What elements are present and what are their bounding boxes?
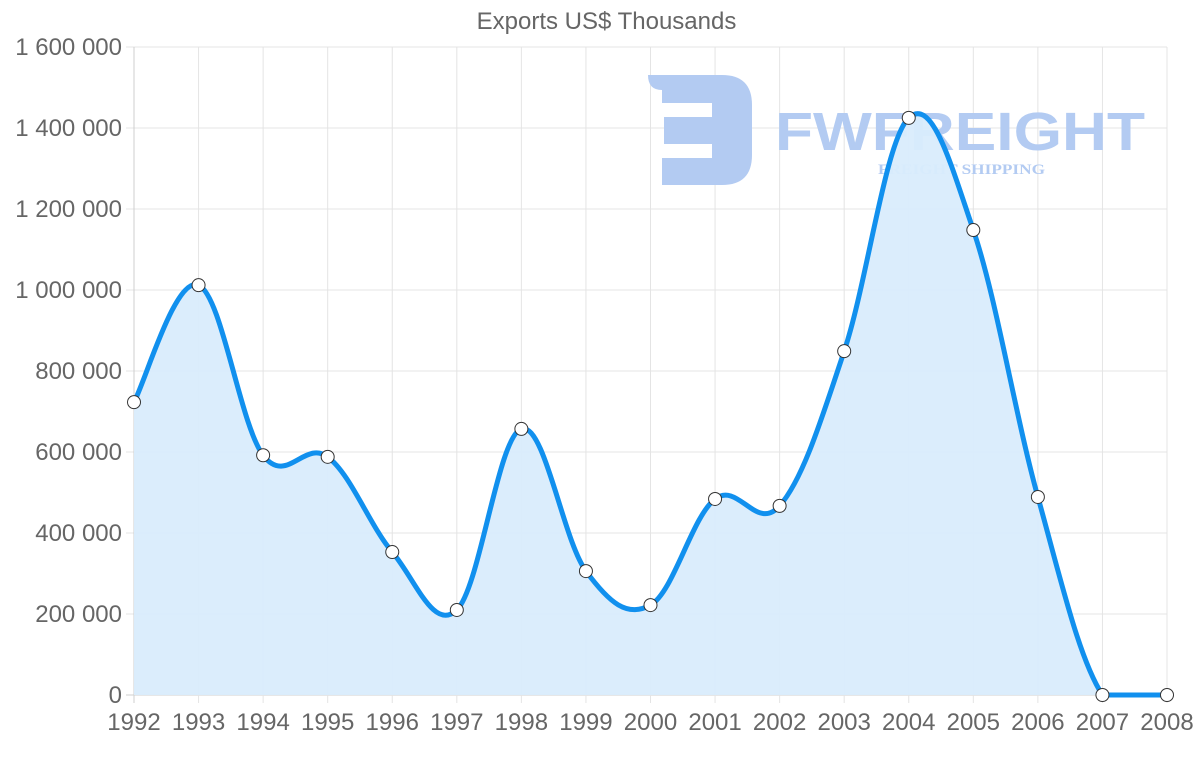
data-point-1995[interactable] — [320, 449, 335, 464]
data-point-2007[interactable] — [1095, 688, 1110, 702]
data-point-1994[interactable] — [256, 448, 271, 463]
x-tick-label: 1995 — [301, 709, 354, 736]
x-tick-label: 1999 — [559, 709, 612, 736]
x-tick-label: 1997 — [430, 709, 483, 736]
x-tick-label: 2000 — [624, 709, 677, 736]
data-point-2000[interactable] — [643, 598, 658, 613]
watermark-logo: FWFREIGHT FREIGHT SHIPPING — [648, 75, 1145, 185]
y-tick-label: 800 000 — [35, 358, 122, 385]
data-point-1997[interactable] — [449, 602, 464, 617]
data-point-2006[interactable] — [1030, 489, 1045, 504]
x-tick-label: 1998 — [495, 709, 548, 736]
x-tick-label: 1993 — [172, 709, 225, 736]
x-tick-label: 1992 — [107, 709, 160, 736]
x-tick-label: 1994 — [236, 709, 289, 736]
area-fill — [134, 113, 1167, 695]
chart-title: Exports US$ Thousands — [476, 8, 737, 35]
data-point-2002[interactable] — [772, 498, 787, 513]
y-tick-label: 200 000 — [35, 601, 122, 628]
data-points — [127, 110, 1174, 702]
x-tick-label: 2005 — [947, 709, 1000, 736]
data-point-2003[interactable] — [837, 344, 852, 359]
y-tick-label: 1 000 000 — [15, 277, 122, 304]
y-tick-label: 1 200 000 — [15, 196, 122, 223]
x-tick-label: 2001 — [688, 709, 741, 736]
y-tick-label: 600 000 — [35, 439, 122, 466]
data-point-1999[interactable] — [578, 564, 593, 579]
y-tick-label: 1 400 000 — [15, 115, 122, 142]
x-tick-label: 2003 — [817, 709, 870, 736]
data-point-2001[interactable] — [708, 491, 723, 506]
data-point-1998[interactable] — [514, 421, 529, 436]
data-point-2004[interactable] — [901, 110, 916, 125]
x-tick-label: 2004 — [882, 709, 935, 736]
y-tick-label: 1 600 000 — [15, 34, 122, 61]
data-point-2005[interactable] — [966, 223, 981, 238]
data-point-1996[interactable] — [385, 545, 400, 560]
y-tick-label: 0 — [109, 682, 122, 709]
x-tick-label: 2008 — [1140, 709, 1193, 736]
watermark-logo-icon — [648, 75, 752, 185]
data-point-1993[interactable] — [191, 278, 206, 293]
data-point-2008[interactable] — [1160, 688, 1174, 702]
x-tick-label: 1996 — [366, 709, 419, 736]
y-tick-label: 400 000 — [35, 520, 122, 547]
data-point-1992[interactable] — [127, 395, 141, 410]
watermark-brand: FWFREIGHT — [775, 102, 1145, 162]
x-tick-label: 2007 — [1076, 709, 1129, 736]
x-tick-label: 2002 — [753, 709, 806, 736]
data-line — [131, 111, 1167, 698]
axes: 0 200 000 400 000 600 000 800 000 1 000 000 1 … — [15, 34, 1193, 736]
x-tick-label: 2006 — [1011, 709, 1064, 736]
